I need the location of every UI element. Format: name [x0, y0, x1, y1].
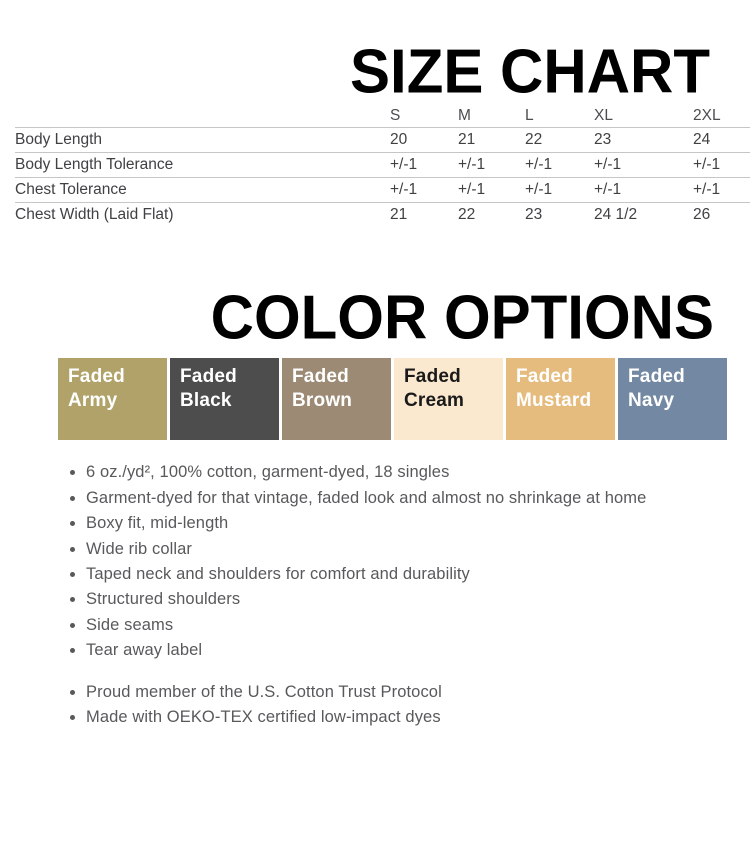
row-label: Body Length — [15, 127, 390, 153]
color-swatch-faded-army: Faded Army — [58, 358, 167, 441]
size-chart-table: S M L XL 2XL Body Length 20 21 22 23 24 … — [15, 105, 750, 227]
column-header-m: M — [458, 105, 525, 128]
color-swatch-faded-navy: Faded Navy — [618, 358, 727, 441]
feature-item: Side seams — [70, 613, 750, 638]
swatch-label-line2: Cream — [404, 389, 465, 411]
cell-value: 22 — [525, 127, 594, 153]
feature-item: 6 oz./yd², 100% cotton, garment-dyed, 18… — [70, 460, 750, 485]
feature-item: Wide rib collar — [70, 537, 750, 562]
swatch-label-line2: Navy — [628, 389, 675, 411]
row-label: Chest Width (Laid Flat) — [15, 205, 174, 223]
swatch-label-line2: Black — [180, 389, 232, 411]
row-label: Chest Tolerance — [15, 177, 390, 203]
color-swatch-faded-brown: Faded Brown — [282, 358, 391, 441]
swatch-label-line1: Faded — [68, 366, 125, 388]
table-row: Chest Width (Laid Flat) 21 22 23 24 1/2 … — [15, 202, 750, 227]
color-swatch-faded-mustard: Faded Mustard — [506, 358, 615, 441]
feature-item: Proud member of the U.S. Cotton Trust Pr… — [70, 680, 750, 705]
feature-item: Made with OEKO-TEX certified low-impact … — [70, 705, 750, 730]
cell-value: 26 — [693, 205, 711, 223]
cell-value: +/-1 — [594, 152, 693, 178]
color-swatch-faded-black: Faded Black — [170, 358, 279, 441]
swatch-label-line1: Faded — [180, 366, 237, 388]
cell-value: +/-1 — [390, 152, 458, 178]
table-row: Body Length 20 21 22 23 24 — [15, 127, 750, 153]
size-chart-title: SIZE CHART — [350, 36, 710, 107]
color-swatch-row: Faded Army Faded Black Faded Brown Faded… — [58, 358, 727, 441]
cell-value: +/-1 — [693, 152, 750, 178]
cell-value: 22 — [458, 205, 476, 223]
swatch-label-line1: Faded — [292, 366, 349, 388]
cell-value: 23 — [594, 127, 693, 153]
row-label: Body Length Tolerance — [15, 152, 390, 178]
cell-value: +/-1 — [458, 152, 525, 178]
swatch-label-line2: Brown — [292, 389, 353, 411]
cell-value: +/-1 — [525, 152, 594, 178]
feature-item: Boxy fit, mid-length — [70, 511, 750, 536]
swatch-label-line1: Faded — [404, 366, 461, 388]
swatch-label-line2: Army — [68, 389, 118, 411]
column-header-2xl: 2XL — [693, 105, 750, 128]
cell-value: +/-1 — [525, 177, 594, 203]
column-header-l: L — [525, 105, 594, 128]
size-table-corner-cell — [15, 105, 390, 128]
cell-value: +/-1 — [693, 177, 750, 203]
cell-value: 24 1/2 — [594, 205, 638, 223]
cell-value: 23 — [525, 205, 543, 223]
table-row: Body Length Tolerance +/-1 +/-1 +/-1 +/-… — [15, 152, 750, 178]
swatch-label-line1: Faded — [516, 366, 573, 388]
color-options-title: COLOR OPTIONS — [210, 282, 714, 352]
cell-value: +/-1 — [458, 177, 525, 203]
cell-value: 24 — [693, 127, 750, 153]
column-header-xl: XL — [594, 105, 693, 128]
feature-list-secondary: Proud member of the U.S. Cotton Trust Pr… — [70, 680, 750, 731]
swatch-label-line2: Mustard — [516, 389, 592, 411]
feature-item: Tear away label — [70, 638, 750, 663]
cell-value: +/-1 — [594, 177, 693, 203]
size-table-header-row: S M L XL 2XL — [15, 105, 750, 128]
cell-value: 21 — [390, 205, 408, 223]
table-row: Chest Tolerance +/-1 +/-1 +/-1 +/-1 +/-1 — [15, 177, 750, 203]
feature-item: Taped neck and shoulders for comfort and… — [70, 562, 750, 587]
feature-item: Garment-dyed for that vintage, faded loo… — [70, 486, 750, 511]
column-header-s: S — [390, 105, 458, 128]
feature-list-primary: 6 oz./yd², 100% cotton, garment-dyed, 18… — [70, 460, 750, 663]
cell-value: +/-1 — [390, 177, 458, 203]
cell-value: 20 — [390, 127, 458, 153]
feature-item: Structured shoulders — [70, 587, 750, 612]
color-swatch-faded-cream: Faded Cream — [394, 358, 503, 441]
cell-value: 21 — [458, 127, 525, 153]
swatch-label-line1: Faded — [628, 366, 685, 388]
